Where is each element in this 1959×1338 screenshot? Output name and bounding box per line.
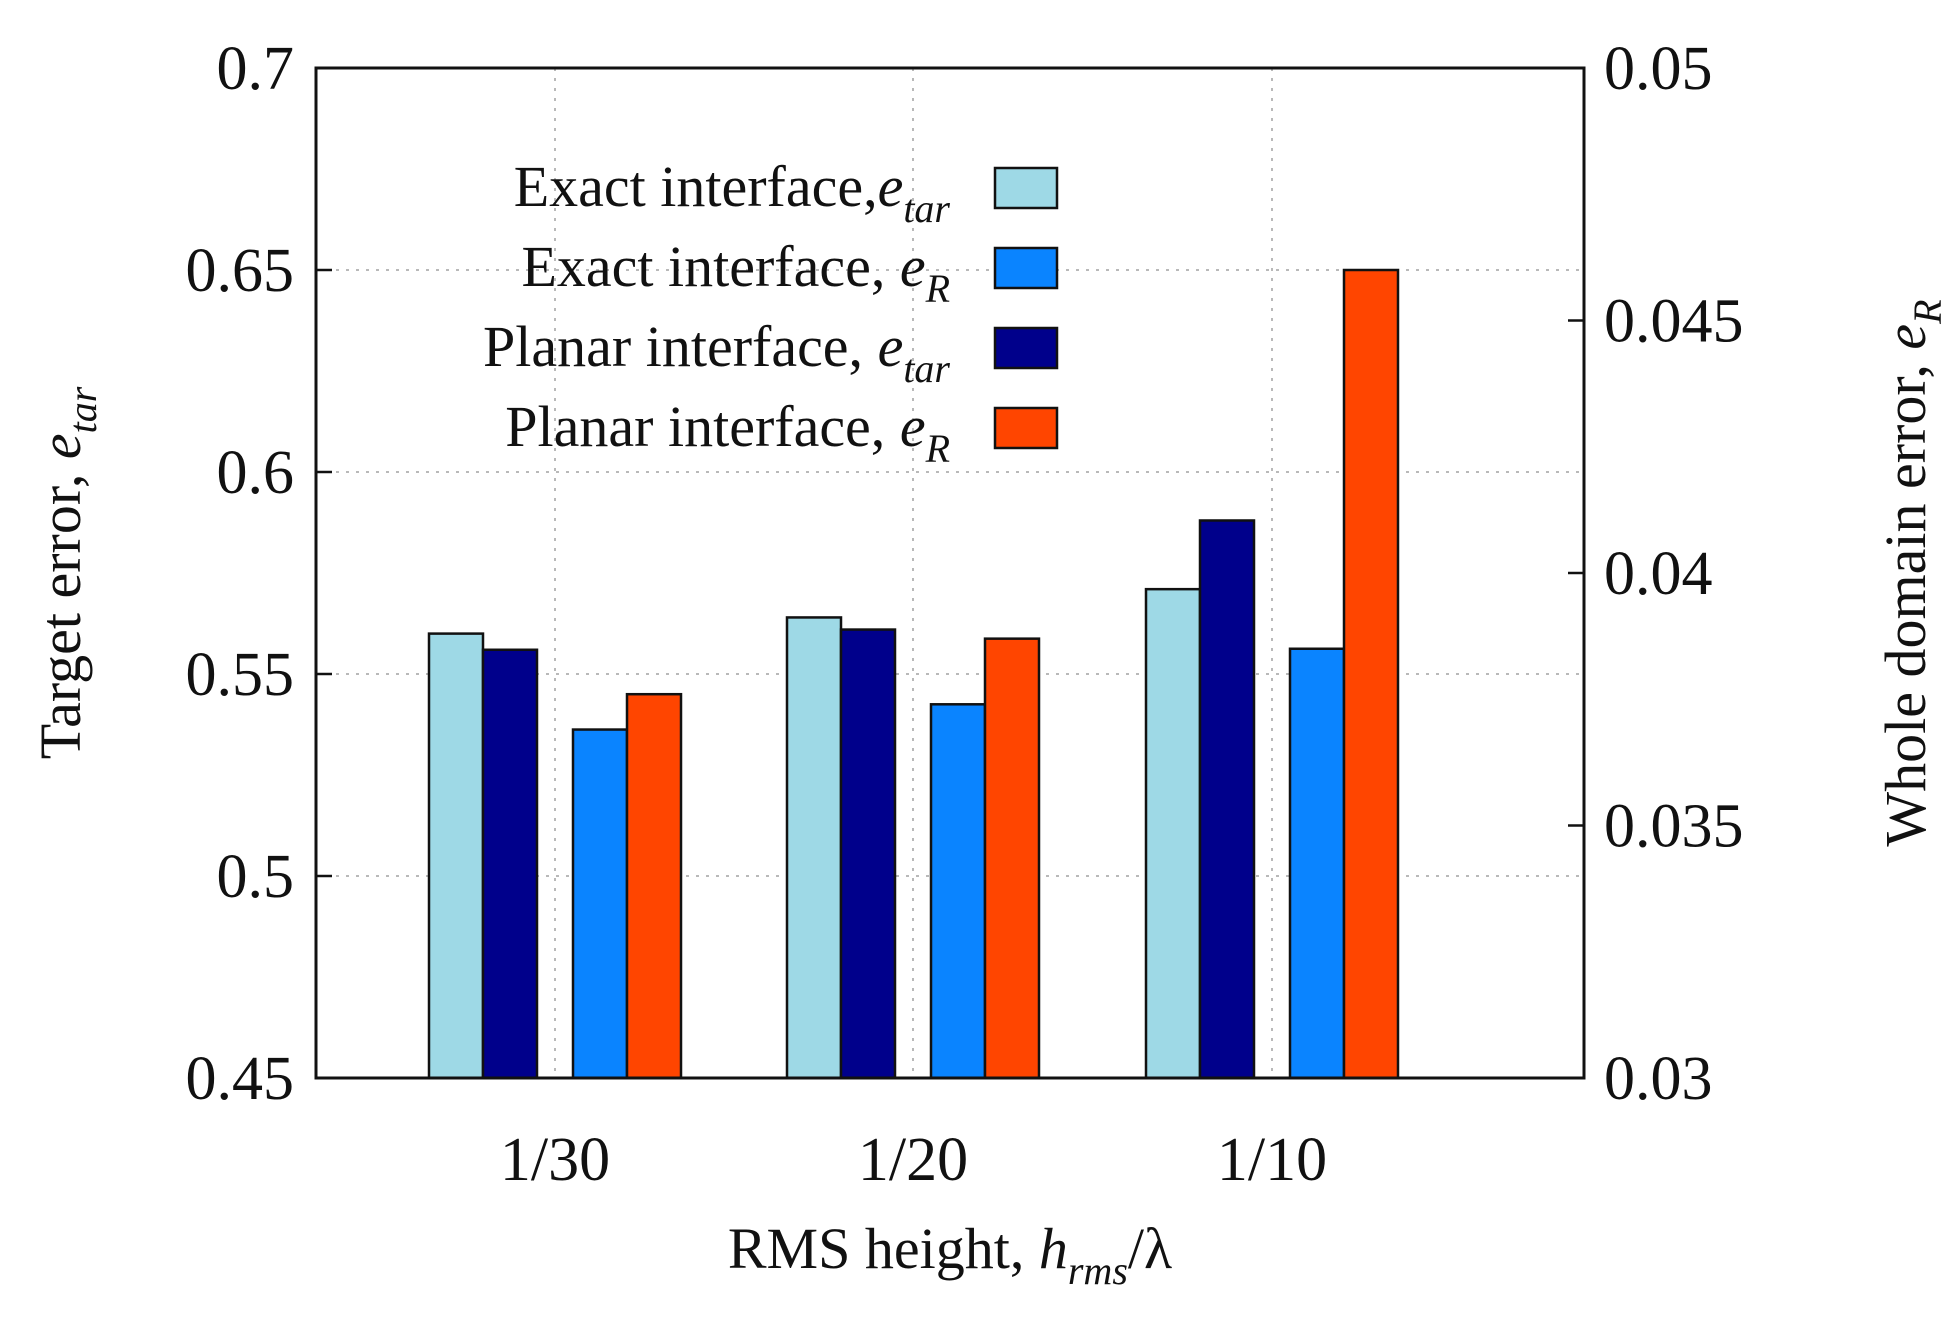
y-right-tick-label: 0.035	[1604, 793, 1744, 861]
axis-ticks: 0.45 0.5 0.55 0.6 0.65 0.7 0.03 0.035 0.04 0.045 0…	[186, 35, 1744, 1194]
legend-swatch	[993, 406, 1059, 450]
bar	[929, 703, 987, 1080]
y-axis-right-title: Whole domain error, eR	[1873, 299, 1950, 846]
bar	[1198, 519, 1256, 1080]
legend-label: Exact interface,etar	[514, 154, 951, 231]
bar	[1288, 647, 1346, 1080]
x-tick-label: 1/30	[500, 1126, 610, 1194]
legend-label: Planar interface, etar	[483, 314, 950, 391]
bar	[1342, 268, 1400, 1080]
y-right-tick-label: 0.05	[1604, 35, 1713, 103]
y-left-tick-label: 0.7	[217, 35, 295, 103]
bar	[1144, 587, 1202, 1080]
bars	[427, 268, 1400, 1080]
legend-swatch	[993, 166, 1059, 210]
x-tick-label: 1/20	[858, 1126, 968, 1194]
legend-label: Planar interface, eR	[505, 394, 950, 471]
y-axis-left-title: Target error, etar	[28, 386, 105, 759]
y-right-tick-label: 0.045	[1604, 288, 1744, 356]
y-right-tick-label: 0.04	[1604, 540, 1713, 608]
y-left-tick-label: 0.5	[217, 843, 295, 911]
legend-swatch	[993, 326, 1059, 370]
legend-label: Exact interface, eR	[521, 234, 950, 311]
legend-swatch	[993, 246, 1059, 290]
bar	[839, 628, 897, 1080]
y-left-tick-label: 0.55	[186, 641, 295, 709]
bar	[625, 692, 683, 1080]
bar	[427, 632, 485, 1080]
bar	[481, 648, 539, 1080]
y-left-tick-label: 0.6	[217, 439, 295, 507]
y-left-tick-label: 0.45	[186, 1045, 295, 1113]
bar	[785, 616, 843, 1080]
bar	[571, 728, 629, 1080]
x-axis-title: RMS height, hrms/λ	[728, 1216, 1172, 1293]
y-left-tick-label: 0.65	[186, 237, 295, 305]
bar	[983, 637, 1041, 1080]
x-tick-label: 1/10	[1217, 1126, 1327, 1194]
y-right-tick-label: 0.03	[1604, 1045, 1713, 1113]
